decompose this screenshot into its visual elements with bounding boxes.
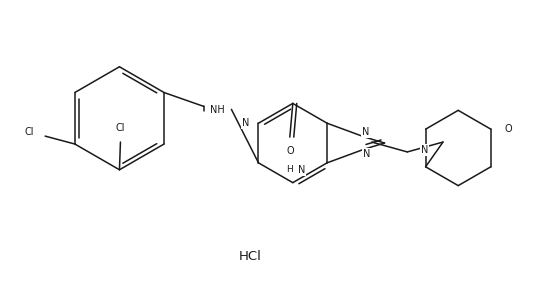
Text: NH: NH xyxy=(210,105,225,115)
Text: N: N xyxy=(362,127,370,137)
Text: O: O xyxy=(505,124,512,134)
Text: H: H xyxy=(286,165,293,174)
Text: HCl: HCl xyxy=(239,251,262,263)
Text: O: O xyxy=(287,146,295,156)
Text: N: N xyxy=(421,145,428,155)
Text: N: N xyxy=(363,149,370,159)
Text: N: N xyxy=(298,165,305,175)
Text: Cl: Cl xyxy=(25,127,34,137)
Text: Cl: Cl xyxy=(115,123,125,133)
Text: N: N xyxy=(242,118,249,128)
